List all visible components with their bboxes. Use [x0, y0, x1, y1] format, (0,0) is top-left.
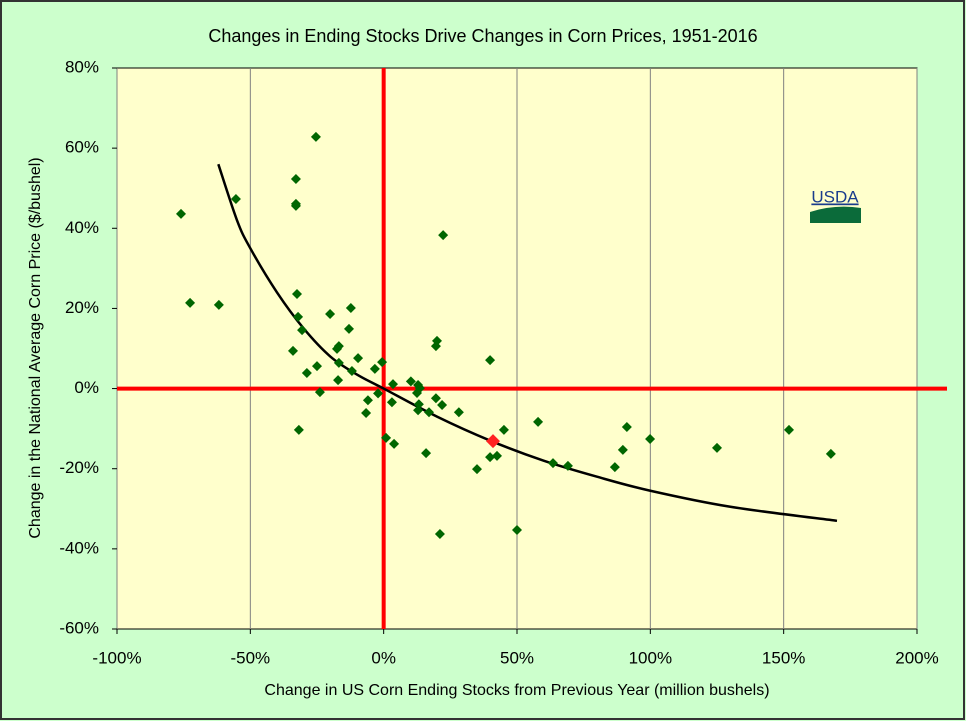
chart-title: Changes in Ending Stocks Drive Changes i… — [208, 26, 757, 46]
y-tick-label: 20% — [65, 298, 99, 317]
data-point — [290, 173, 301, 184]
data-point — [230, 194, 241, 205]
data-point — [453, 407, 464, 418]
data-point — [784, 424, 794, 435]
data-point — [388, 379, 398, 390]
data-point — [353, 353, 364, 364]
data-point — [297, 325, 308, 336]
data-point — [621, 422, 632, 433]
y-axis-label: Change in the National Average Corn Pric… — [27, 157, 44, 538]
x-tick-label: 150% — [762, 648, 805, 667]
data-point — [176, 208, 186, 219]
data-point — [361, 408, 372, 419]
data-point — [293, 311, 304, 322]
y-tick-label: -60% — [59, 618, 99, 637]
data-point — [386, 397, 397, 408]
data-point — [712, 442, 722, 453]
data-point — [381, 432, 392, 443]
x-tick-label: 0% — [371, 648, 396, 667]
data-point — [314, 387, 325, 398]
y-tick-label: -20% — [59, 458, 99, 477]
data-point — [377, 357, 388, 368]
data-point — [310, 131, 321, 142]
x-axis-label: Change in US Corn Ending Stocks from Pre… — [264, 682, 769, 699]
data-point — [213, 299, 224, 310]
data-point — [301, 367, 312, 378]
data-point — [290, 200, 301, 211]
y-tick-label: 40% — [65, 218, 99, 237]
data-point — [485, 452, 496, 463]
data-point — [333, 375, 344, 386]
data-point — [430, 393, 441, 404]
data-point — [333, 341, 344, 352]
data-point — [325, 309, 336, 320]
data-point — [472, 464, 482, 475]
data-point — [389, 438, 400, 449]
y-tick-label: -40% — [59, 538, 99, 557]
data-point — [345, 303, 356, 314]
data-point — [609, 462, 620, 473]
data-point — [424, 407, 434, 418]
highlight-point — [486, 434, 500, 449]
usda-logo: USDA — [810, 187, 861, 223]
data-point — [825, 448, 836, 459]
data-point — [485, 355, 496, 366]
data-point — [562, 460, 573, 471]
data-point — [533, 416, 544, 427]
x-tick-label: 50% — [500, 648, 534, 667]
data-point — [362, 395, 373, 406]
data-point — [432, 335, 442, 346]
x-tick-label: -50% — [230, 648, 270, 667]
data-point — [421, 448, 432, 459]
data-point — [373, 388, 384, 399]
y-tick-label: 0% — [74, 378, 99, 397]
x-tick-label: -100% — [92, 648, 141, 667]
data-point — [413, 405, 424, 416]
data-point — [413, 399, 424, 410]
data-point — [312, 361, 322, 372]
data-point — [492, 450, 502, 461]
data-point — [512, 525, 522, 536]
x-tick-label: 100% — [629, 648, 672, 667]
data-point — [414, 383, 425, 394]
data-point — [333, 357, 344, 368]
data-point — [434, 529, 445, 540]
data-point — [437, 400, 448, 411]
data-point — [617, 444, 628, 455]
trend-line — [217, 163, 838, 523]
data-point — [344, 323, 354, 334]
y-tick-label: 80% — [65, 57, 99, 76]
logo-swoosh — [810, 206, 861, 223]
x-tick-label: 200% — [895, 648, 938, 667]
data-point — [369, 363, 380, 374]
logo-text: USDA — [811, 187, 859, 206]
data-point — [405, 376, 416, 387]
data-point — [288, 345, 298, 356]
data-point — [293, 424, 304, 435]
data-point — [292, 289, 302, 300]
data-point — [548, 458, 558, 469]
data-point — [438, 230, 449, 241]
data-point — [185, 297, 196, 308]
data-point — [498, 424, 509, 435]
y-tick-label: 60% — [65, 138, 99, 157]
data-point — [645, 434, 656, 445]
data-point — [346, 365, 357, 376]
